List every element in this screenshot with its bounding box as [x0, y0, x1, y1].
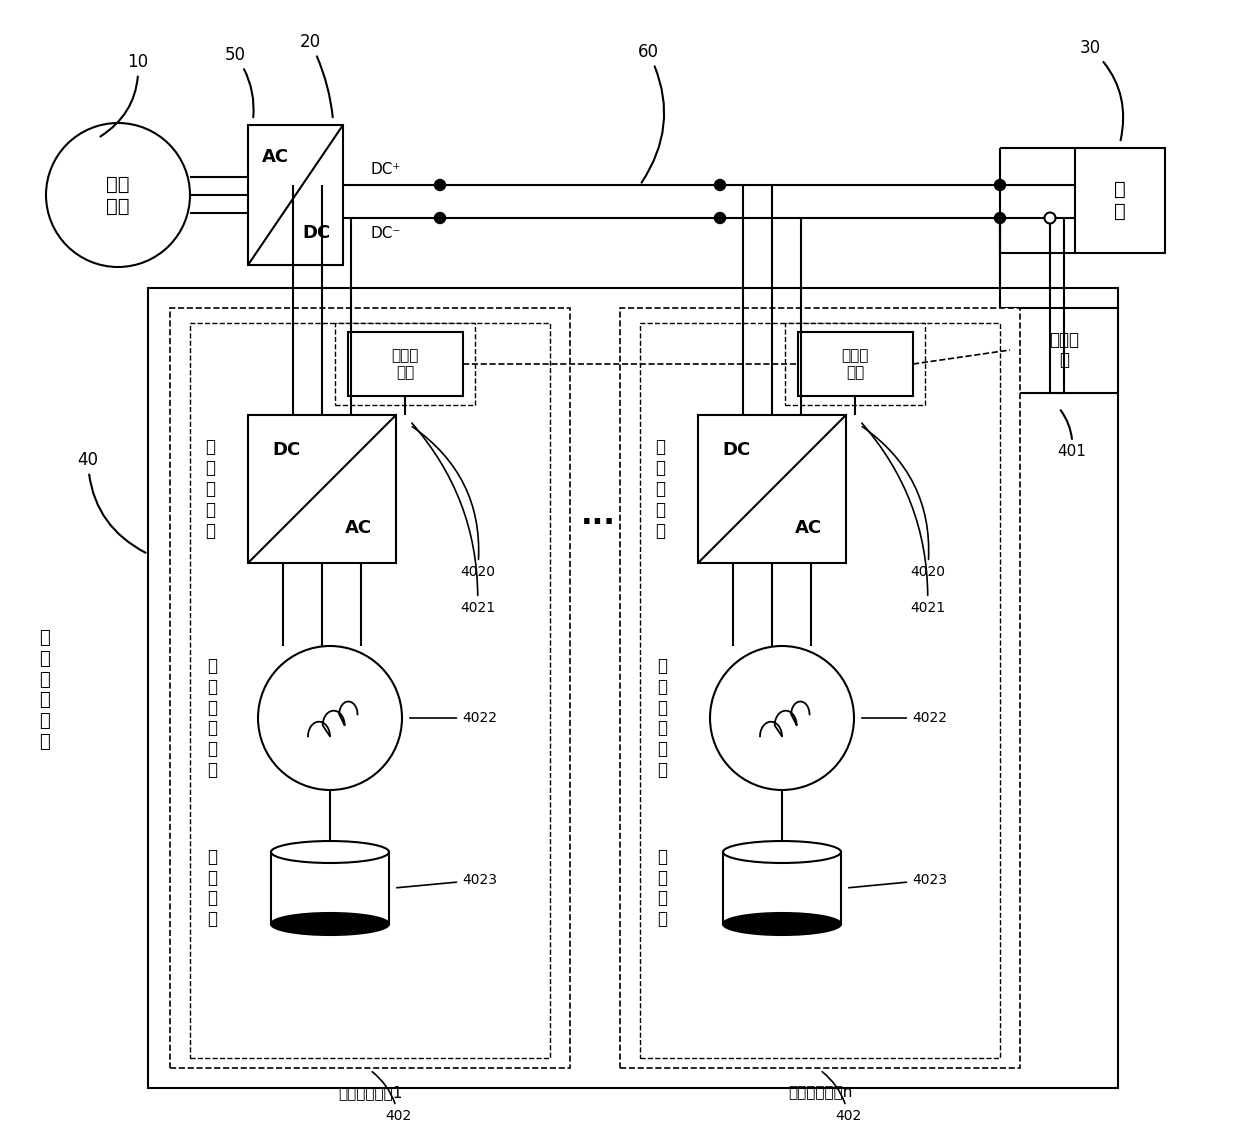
- Circle shape: [46, 123, 190, 267]
- Circle shape: [994, 212, 1006, 224]
- Text: AC: AC: [795, 519, 822, 537]
- Text: 4020: 4020: [412, 427, 495, 579]
- Text: 总控制
器: 总控制 器: [1049, 331, 1079, 370]
- Circle shape: [434, 212, 445, 224]
- Text: 10: 10: [100, 53, 149, 137]
- Text: 4021: 4021: [412, 423, 495, 615]
- Text: 4020: 4020: [862, 427, 945, 579]
- Text: 20: 20: [299, 33, 332, 118]
- Text: 双
向
变
流
器: 双 向 变 流 器: [205, 438, 215, 540]
- Text: 50: 50: [224, 46, 254, 118]
- Ellipse shape: [272, 841, 389, 863]
- Text: 40: 40: [77, 451, 145, 553]
- Text: AC: AC: [262, 148, 289, 166]
- Text: 4023: 4023: [848, 873, 947, 888]
- Bar: [1011, 308, 1118, 393]
- Text: 负
载: 负 载: [1114, 180, 1126, 220]
- Text: 飞轮储能单元1: 飞轮储能单元1: [337, 1086, 402, 1101]
- Text: AC: AC: [345, 519, 372, 537]
- Text: 发电
机组: 发电 机组: [107, 174, 130, 216]
- Ellipse shape: [723, 841, 841, 863]
- Text: 4023: 4023: [397, 873, 497, 888]
- Text: 4022: 4022: [862, 711, 947, 725]
- Text: 永
磁
同
步
电
机: 永 磁 同 步 电 机: [207, 657, 217, 779]
- Bar: [335, 323, 475, 405]
- Bar: [190, 323, 551, 1058]
- Bar: [248, 415, 396, 563]
- Ellipse shape: [723, 913, 841, 935]
- Text: DC: DC: [301, 224, 330, 242]
- Text: ...: ...: [580, 501, 615, 530]
- Bar: [272, 852, 389, 924]
- Text: 飞轮控
制器: 飞轮控 制器: [392, 348, 419, 380]
- Text: DC: DC: [272, 441, 300, 459]
- Ellipse shape: [272, 913, 389, 935]
- Bar: [698, 415, 846, 563]
- Circle shape: [258, 646, 402, 790]
- Bar: [785, 323, 925, 405]
- Bar: [799, 332, 913, 395]
- Text: 飞轮控
制器: 飞轮控 制器: [841, 348, 869, 380]
- Bar: [723, 852, 841, 924]
- Bar: [248, 125, 343, 266]
- Text: 60: 60: [637, 43, 665, 183]
- Circle shape: [434, 180, 445, 191]
- Circle shape: [1044, 212, 1055, 224]
- Text: 飞
轮
本
体: 飞 轮 本 体: [207, 848, 217, 928]
- Text: 30: 30: [1080, 40, 1123, 140]
- Circle shape: [711, 646, 854, 790]
- Text: DC⁻: DC⁻: [371, 226, 402, 241]
- Text: 永
磁
同
步
电
机: 永 磁 同 步 电 机: [657, 657, 667, 779]
- Circle shape: [714, 212, 725, 224]
- Text: DC⁺: DC⁺: [371, 163, 402, 177]
- Text: 飞轮储能单元n: 飞轮储能单元n: [787, 1086, 852, 1101]
- Text: 401: 401: [1058, 410, 1086, 460]
- Text: 飞
轮
本
体: 飞 轮 本 体: [657, 848, 667, 928]
- Bar: [170, 308, 570, 1068]
- Text: 4021: 4021: [862, 423, 945, 615]
- Text: 双
向
变
流
器: 双 向 变 流 器: [655, 438, 665, 540]
- Bar: [620, 308, 1021, 1068]
- Bar: [348, 332, 463, 395]
- Bar: [148, 288, 1118, 1088]
- Text: 402: 402: [372, 1071, 412, 1123]
- Bar: [640, 323, 999, 1058]
- Text: 4022: 4022: [409, 711, 497, 725]
- Text: DC: DC: [722, 441, 750, 459]
- Text: 402: 402: [822, 1071, 862, 1123]
- Circle shape: [714, 180, 725, 191]
- Text: 飞
轮
储
能
设
备: 飞 轮 储 能 设 备: [40, 629, 51, 751]
- Bar: [1075, 148, 1166, 253]
- Circle shape: [994, 180, 1006, 191]
